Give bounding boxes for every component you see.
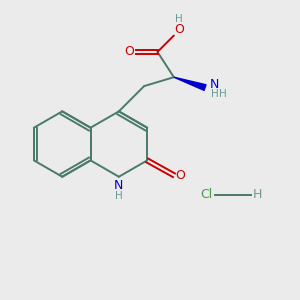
Text: O: O — [176, 169, 185, 182]
Text: H: H — [211, 88, 218, 98]
Text: H: H — [115, 191, 123, 201]
Polygon shape — [174, 77, 206, 90]
Text: N: N — [210, 78, 219, 91]
Text: N: N — [114, 179, 124, 192]
Text: H: H — [219, 88, 227, 98]
Text: H: H — [175, 14, 183, 24]
Text: O: O — [124, 44, 134, 58]
Text: H: H — [253, 188, 262, 201]
Text: Cl: Cl — [200, 188, 212, 201]
Text: O: O — [174, 22, 184, 35]
